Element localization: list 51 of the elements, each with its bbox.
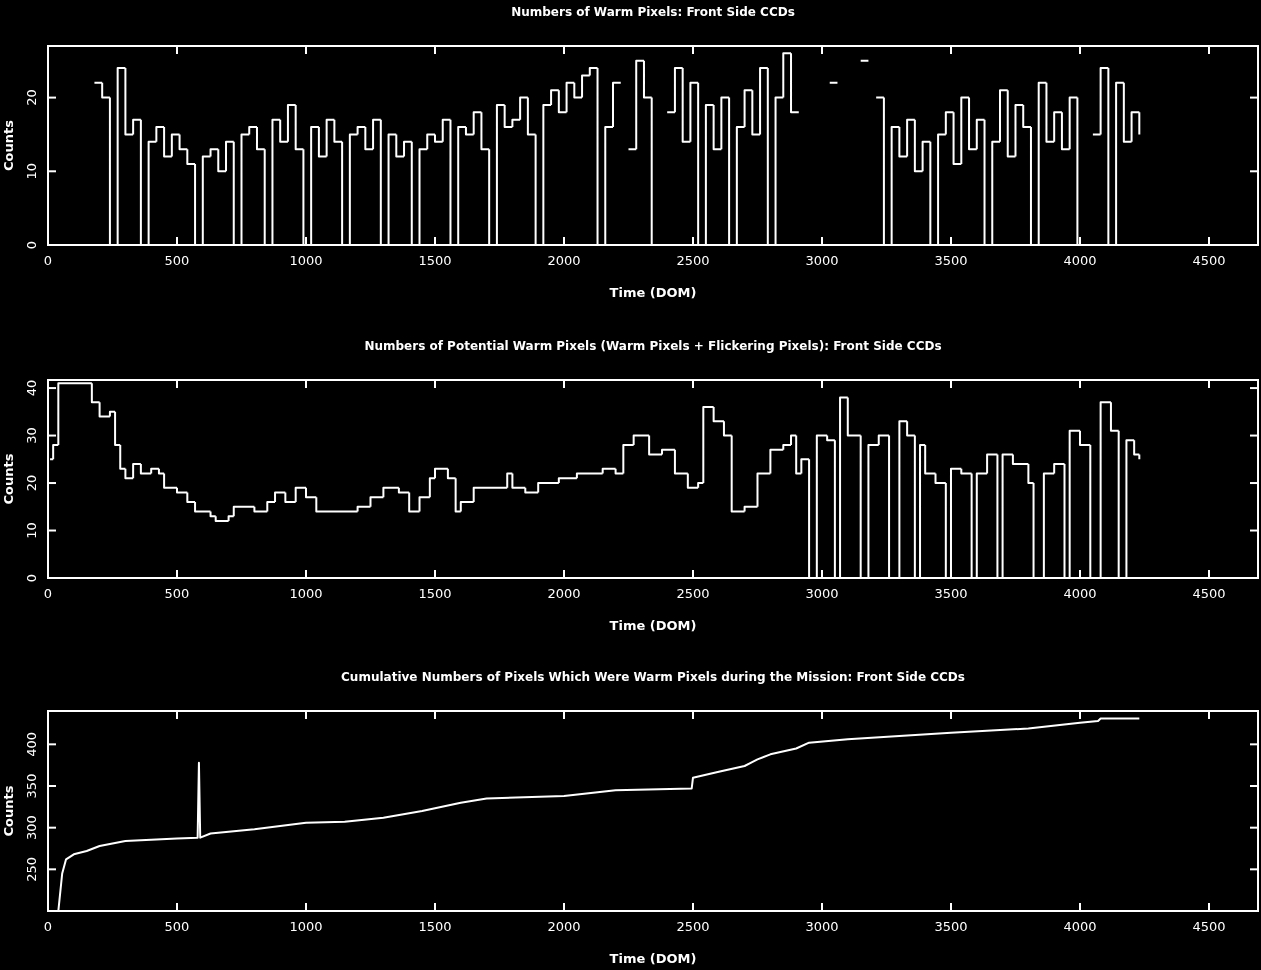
x-tick-label: 1500 — [418, 253, 452, 268]
x-tick-label: 2500 — [676, 919, 710, 934]
x-tick-label: 4500 — [1192, 919, 1226, 934]
x-tick-label: 1000 — [289, 919, 323, 934]
x-tick-label: 3500 — [934, 919, 968, 934]
x-tick-label: 2000 — [547, 919, 581, 934]
x-tick-label: 0 — [43, 919, 53, 934]
x-tick-label: 1000 — [289, 253, 323, 268]
x-tick-label: 4000 — [1063, 253, 1097, 268]
x-tick-label: 1500 — [418, 586, 452, 601]
x-tick-label: 500 — [164, 586, 190, 601]
y-tick-label: 20 — [24, 474, 39, 492]
chart-title: Numbers of Potential Warm Pixels (Warm Pixels + Flickering Pixels): Front Side CCDs — [364, 339, 942, 353]
x-tick-label: 4000 — [1063, 919, 1097, 934]
x-tick-label: 3000 — [805, 586, 839, 601]
y-axis-title: Counts — [1, 453, 16, 505]
x-tick-label: 3500 — [934, 253, 968, 268]
x-tick-label: 1000 — [289, 586, 323, 601]
x-tick-label: 2500 — [676, 253, 710, 268]
y-tick-label: 0 — [24, 240, 39, 250]
y-axis-title: Counts — [1, 785, 16, 837]
x-tick-label: 500 — [164, 919, 190, 934]
y-tick-label: 10 — [24, 522, 39, 539]
y-tick-label: 40 — [24, 379, 39, 397]
y-tick-label: 350 — [24, 773, 39, 799]
x-tick-label: 500 — [164, 253, 190, 268]
x-tick-label: 3500 — [934, 586, 968, 601]
y-tick-label: 300 — [24, 815, 39, 841]
x-tick-label: 3000 — [805, 253, 839, 268]
y-tick-label: 30 — [24, 427, 39, 444]
y-tick-label: 20 — [24, 89, 39, 106]
x-axis-title: Time (DOM) — [609, 618, 697, 633]
y-tick-label: 10 — [24, 163, 39, 180]
x-tick-label: 0 — [43, 253, 53, 268]
x-tick-label: 4500 — [1192, 253, 1226, 268]
x-tick-label: 4000 — [1063, 586, 1097, 601]
x-tick-label: 1500 — [418, 919, 452, 934]
x-tick-label: 3000 — [805, 919, 839, 934]
y-tick-label: 400 — [24, 731, 39, 757]
x-tick-label: 4500 — [1192, 586, 1226, 601]
chart-title: Numbers of Warm Pixels: Front Side CCDs — [511, 5, 795, 19]
y-tick-label: 0 — [24, 573, 39, 583]
y-tick-label: 250 — [24, 856, 39, 882]
x-tick-label: 0 — [43, 586, 53, 601]
y-axis-title: Counts — [1, 119, 16, 171]
x-axis-title: Time (DOM) — [609, 285, 697, 300]
x-axis-title: Time (DOM) — [609, 951, 697, 966]
x-tick-label: 2000 — [547, 586, 581, 601]
chart-title: Cumulative Numbers of Pixels Which Were Warm Pixels during the Mission: Front Side CCDs — [341, 670, 965, 684]
x-tick-label: 2500 — [676, 586, 710, 601]
x-tick-label: 2000 — [547, 253, 581, 268]
